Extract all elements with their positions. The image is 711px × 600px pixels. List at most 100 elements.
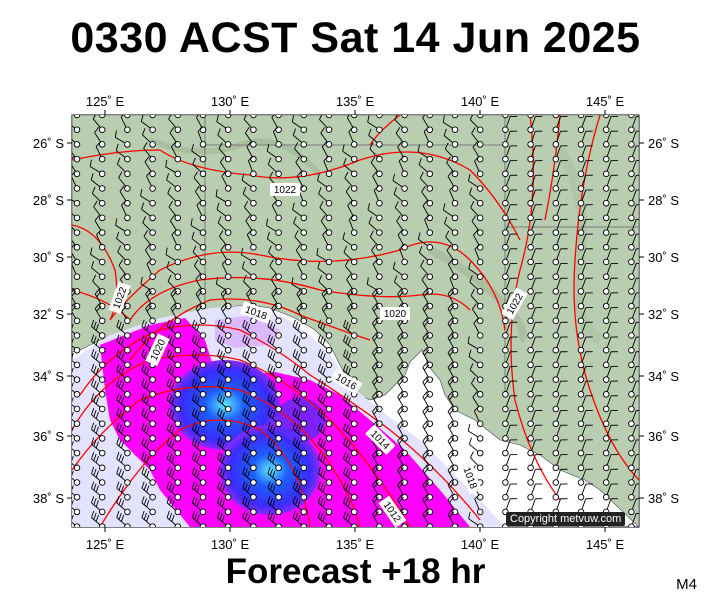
wind-barb-flag — [297, 411, 301, 419]
wind-barb-flag — [322, 485, 326, 493]
station-marker — [73, 141, 81, 148]
wind-barb-flag — [141, 363, 145, 371]
station-marker — [199, 523, 207, 527]
station-marker — [224, 185, 232, 192]
wind-barb-flag — [267, 363, 271, 371]
station-marker — [628, 508, 635, 516]
station-marker — [628, 376, 635, 383]
wind-barb-flag — [143, 468, 147, 476]
wind-barb-flag — [369, 230, 374, 237]
station-marker — [451, 155, 459, 163]
station-marker — [224, 199, 232, 207]
wind-barb-flag — [120, 500, 125, 508]
wind-barb-flag — [449, 393, 455, 400]
station-marker — [224, 376, 232, 383]
station-marker — [552, 229, 560, 236]
station-marker — [174, 449, 182, 457]
station-marker — [174, 376, 182, 383]
station-marker — [224, 115, 232, 119]
station-marker — [628, 258, 635, 266]
station-marker — [73, 493, 81, 501]
wind-barb-flag — [220, 288, 226, 295]
wind-barb-flag — [143, 424, 147, 432]
wind-barb-flag — [220, 156, 225, 163]
station-marker — [325, 170, 333, 178]
station-marker — [199, 391, 207, 398]
wind-barb-flag — [69, 366, 71, 373]
wind-barb-flag — [171, 500, 175, 508]
station-marker — [174, 420, 182, 427]
wind-barb-flag — [91, 422, 95, 430]
wind-barb-flag — [244, 454, 248, 461]
station-marker — [199, 258, 207, 266]
wind-barb-flag — [243, 115, 247, 120]
wind-barb — [505, 115, 506, 116]
station-marker — [124, 214, 131, 222]
station-marker — [325, 449, 333, 457]
station-marker — [476, 493, 484, 501]
wind-barb — [202, 115, 203, 116]
wind-barb-flag — [372, 332, 378, 339]
station-marker — [325, 229, 333, 236]
wind-barb-flag — [116, 378, 120, 386]
wind-barb-flag — [467, 336, 470, 344]
wind-barb-flag — [343, 452, 347, 459]
wind-barb-flag — [118, 336, 122, 344]
station-marker — [451, 302, 459, 310]
station-marker — [250, 273, 257, 280]
isobar-label: 1022 — [270, 183, 300, 196]
wind-barb-flag — [118, 498, 122, 506]
wind-barb-flag — [93, 321, 97, 329]
station-marker — [552, 155, 560, 163]
wind-barb-flag — [95, 323, 99, 331]
station-marker — [451, 523, 459, 527]
station-marker — [502, 464, 509, 472]
wind-barb-flag — [320, 409, 324, 417]
wind-barb-flag — [141, 496, 145, 504]
station-marker — [73, 376, 81, 383]
station-marker — [250, 493, 257, 501]
wind-barb-flag — [397, 435, 403, 442]
station-marker — [98, 391, 106, 398]
wind-barb-flag — [269, 498, 273, 506]
wind-barb-flag — [69, 469, 71, 476]
wind-barb-flag — [220, 302, 226, 309]
wind-barb-flag — [317, 261, 321, 269]
station-marker — [476, 317, 484, 325]
station-marker — [476, 523, 484, 527]
station-marker — [552, 302, 560, 310]
wind-barb-flag — [72, 485, 74, 491]
station-marker — [199, 229, 207, 236]
wind-barb-flag — [246, 470, 251, 478]
wind-barb-flag — [69, 425, 71, 432]
wind-barb-flag — [348, 290, 354, 297]
wind-barb-flag — [422, 420, 428, 427]
wind-barb-flag — [143, 409, 147, 417]
station-marker — [502, 199, 509, 207]
wind-barb-flag — [95, 141, 102, 147]
wind-barb-flag — [272, 426, 276, 434]
wind-barb-flag — [345, 439, 349, 447]
station-marker — [98, 435, 106, 442]
station-marker — [98, 523, 106, 527]
station-marker — [300, 376, 308, 383]
station-marker — [124, 391, 131, 398]
station-marker — [451, 332, 459, 339]
station-marker — [124, 479, 131, 486]
station-marker — [250, 214, 257, 222]
wind-barb-flag — [120, 323, 125, 331]
wind-barb-flag — [345, 512, 349, 520]
wind-barb-flag — [372, 464, 378, 471]
wind-barb-flag — [468, 173, 471, 181]
wind-barb-flag — [65, 277, 67, 284]
station-marker — [502, 115, 509, 119]
station-marker — [401, 185, 408, 192]
station-marker — [149, 508, 156, 516]
station-marker — [426, 523, 434, 527]
wind-barb-flag — [93, 365, 97, 373]
station-marker — [527, 464, 534, 472]
wind-barb-flag — [373, 379, 379, 386]
wind-barb-flag — [398, 364, 404, 371]
station-marker — [149, 244, 156, 251]
station-marker — [300, 405, 308, 413]
